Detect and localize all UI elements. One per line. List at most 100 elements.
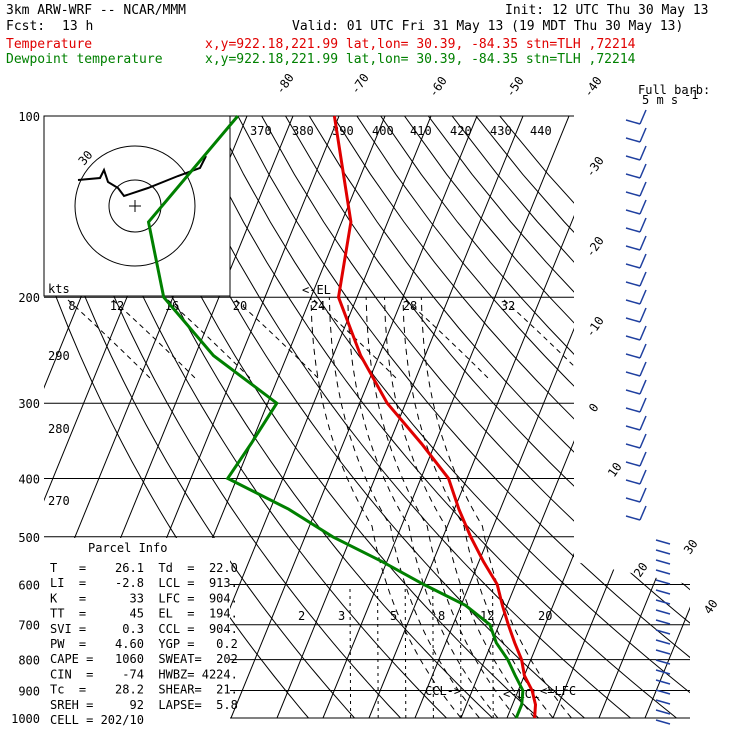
wind-barb-flag <box>625 461 641 467</box>
wind-barb-flag <box>625 317 641 323</box>
pressure-label: 800 <box>18 654 40 668</box>
dry-adiabat <box>427 116 690 718</box>
wind-barb <box>639 469 647 485</box>
wind-barb <box>639 289 647 305</box>
sounding-profiles <box>146 115 538 719</box>
forecast-hours: 13 h <box>62 19 93 34</box>
isotherm-label: 0 <box>586 401 602 415</box>
wind-barb <box>655 619 671 625</box>
moist-adiabat <box>347 297 499 718</box>
isotherm-label: -80 <box>273 71 297 97</box>
wind-barb-flag <box>625 245 641 251</box>
isotherm-label: 30 <box>681 537 701 557</box>
theta-label: 370 <box>250 124 272 138</box>
parcel-info-row: SVI = 0.3 CCL = 904. <box>50 622 238 636</box>
wind-barb-flag <box>625 515 641 521</box>
wind-barb-flag <box>625 389 641 395</box>
wind-barb <box>655 599 671 605</box>
lcl-marker: <-LCL <box>503 687 539 701</box>
temperature-profile <box>332 115 538 719</box>
isotherm-label: 10 <box>605 460 625 480</box>
wind-barb <box>639 127 647 143</box>
dry-adiabat <box>356 116 690 718</box>
mixing-ratio-label: 8 <box>438 609 445 623</box>
theta-label: 280 <box>48 422 70 436</box>
wind-barb <box>639 271 647 287</box>
theta-label: 410 <box>410 124 432 138</box>
wind-barb <box>655 669 671 675</box>
dry-adiabat <box>142 116 585 718</box>
dry-adiabat <box>499 116 690 718</box>
theta-label: 440 <box>530 124 552 138</box>
wind-barb <box>639 397 647 413</box>
mixing-ratio-line <box>349 584 352 718</box>
init-time: Init: 12 UTC Thu 30 May 13 <box>505 3 709 18</box>
wind-key-value: 5 m s <box>642 93 678 107</box>
dry-adiabat <box>451 116 690 718</box>
pressure-label: 300 <box>18 397 40 411</box>
wind-barbs <box>625 109 671 725</box>
mixing-ratio-label: 20 <box>538 609 552 623</box>
wind-key-title: Full barb: <box>638 83 710 97</box>
wind-barb <box>655 589 671 595</box>
parcel-info-row: CELL = 202/10 <box>50 713 144 727</box>
parcel-info-row: Tc = 28.2 SHEAR= 21. <box>50 683 238 697</box>
pressure-label: 200 <box>18 291 40 305</box>
hodograph-ring-label: 32 <box>501 299 515 313</box>
wind-barb-flag <box>625 335 641 341</box>
moist-adiabat <box>384 297 535 718</box>
wind-barb <box>655 579 671 585</box>
wind-barb-flag <box>625 299 641 305</box>
dry-adiabat <box>213 116 690 718</box>
parcel-info-row: CAPE = 1060 SWEAT= 202 <box>50 652 238 666</box>
wind-barb <box>655 639 671 645</box>
dry-adiabat <box>475 116 690 718</box>
pressure-label: 1000 <box>11 712 40 726</box>
isotherm-label: -30 <box>583 154 607 180</box>
pressure-label: 500 <box>18 531 40 545</box>
moist-adiabat <box>420 297 572 718</box>
wind-barb <box>639 343 647 359</box>
wind-barb <box>655 559 671 565</box>
wind-barb <box>639 181 647 197</box>
dry-adiabat <box>332 116 690 718</box>
valid-time: Valid: 01 UTC Fri 31 May 13 (19 MDT Thu … <box>292 19 683 34</box>
model-title: 3km ARW-WRF -- NCAR/MMM <box>6 3 186 18</box>
isotherm-label: -40 <box>581 74 605 100</box>
dry-adiabat <box>380 116 690 718</box>
theta-label: 380 <box>292 124 314 138</box>
theta-label: 420 <box>450 124 472 138</box>
temperature-legend: Temperature <box>6 37 92 52</box>
pressure-label: 600 <box>18 578 40 592</box>
wind-barb <box>655 609 671 615</box>
dry-adiabat <box>165 116 631 718</box>
dewpoint-location: x,y=922.18,221.99 lat,lon= 30.39, -84.35… <box>205 52 636 67</box>
theta-label: 270 <box>48 494 70 508</box>
theta-label: 400 <box>372 124 394 138</box>
wind-barb-flag <box>625 497 641 503</box>
dry-adiabat <box>46 116 401 718</box>
wind-barb <box>639 379 647 395</box>
wind-barb <box>639 235 647 251</box>
pressure-label: 900 <box>18 684 40 698</box>
wind-barb <box>639 217 647 233</box>
isotherm-label: -60 <box>426 74 450 100</box>
moist-adiabat <box>328 297 480 718</box>
wind-barb <box>639 433 647 449</box>
isotherm-line <box>0 116 17 718</box>
ccl-marker: CCL-> <box>425 684 461 698</box>
wind-barb <box>655 689 671 695</box>
isotherm-label: 40 <box>701 597 721 617</box>
parcel-info-row: TT = 45 EL = 194. <box>50 607 238 621</box>
hodograph-speed-arc <box>67 299 153 381</box>
parcel-info-row: LI = -2.8 LCL = 913. <box>50 576 238 590</box>
hodograph-ring-label: 24 <box>311 299 325 313</box>
hodograph-speed-arc <box>112 299 198 381</box>
wind-barb <box>639 325 647 341</box>
hodograph-ring-label: 20 <box>233 299 247 313</box>
hodograph-speed-arc <box>405 299 491 381</box>
parcel-info-row: CIN = -74 HWBZ= 4224. <box>50 667 238 681</box>
hodograph-ring-label: 12 <box>110 299 124 313</box>
hodograph-speed-unit: kts <box>48 282 70 296</box>
